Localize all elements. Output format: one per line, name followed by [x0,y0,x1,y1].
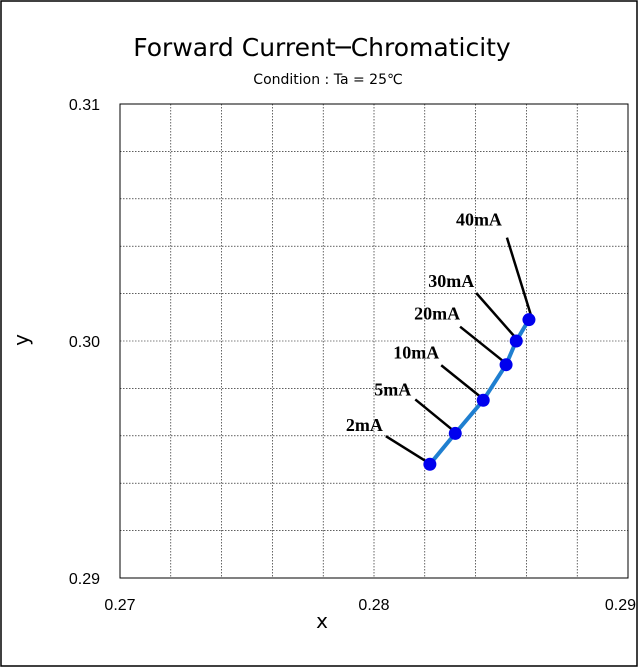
x-tick-label: 0.29 [605,597,636,614]
x-tick-label: 0.28 [358,597,389,614]
data-point [423,457,437,471]
chart-title: Forward Current─Chromaticity [133,33,511,62]
label-leader-line [505,237,535,323]
label-leader-line [475,292,522,344]
x-tick-label: 0.27 [104,597,135,614]
data-point [522,313,536,327]
series-group: 2mA 5mA 10mA 20mA 30mA 40mA [346,210,536,471]
y-tick-label: 0.30 [69,334,100,351]
x-axis-label: x [316,609,328,633]
data-point [448,426,462,440]
plot-border [119,103,629,579]
data-label: 40mA [456,210,502,230]
y-tick-label: 0.31 [69,97,100,114]
data-label: 10mA [393,342,439,362]
data-point [476,393,490,407]
y-tick-label: 0.29 [69,571,100,588]
data-label: 30mA [428,271,474,291]
data-label: 5mA [374,379,411,399]
axis-ticks: 0.27 0.28 0.29 0.29 0.30 0.31 [69,97,636,614]
data-label: 20mA [414,304,460,324]
chart-subtitle: Condition : Ta = 25℃ [253,72,402,88]
data-point [499,358,513,372]
data-label: 2mA [346,415,383,435]
data-point [509,334,523,348]
y-axis-label: y [9,334,33,346]
grid [120,104,628,578]
